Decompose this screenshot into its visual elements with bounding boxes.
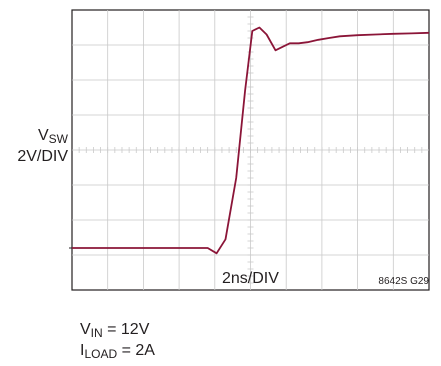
y-axis-variable: V	[37, 127, 49, 144]
trace-layer	[72, 26, 430, 255]
iload-value: = 2A	[117, 342, 155, 359]
y-axis-subscript: SW	[48, 132, 68, 146]
iload-variable: I	[80, 342, 85, 359]
figure-id: 8642S G29	[378, 276, 429, 287]
y-axis-label: VSW	[38, 127, 68, 148]
vin-value: = 12V	[102, 321, 150, 338]
grid	[69, 10, 429, 290]
condition-vin: VIN = 12V	[80, 321, 149, 342]
vin-subscript: IN	[90, 326, 103, 340]
y-axis-scale: 2V/DIV	[17, 148, 68, 165]
waveform-trace	[72, 26, 430, 255]
iload-subscript: LOAD	[84, 347, 118, 361]
x-axis-label: 2ns/DIV	[222, 270, 279, 287]
condition-iload: ILOAD = 2A	[80, 342, 155, 363]
vin-variable: V	[80, 321, 91, 338]
